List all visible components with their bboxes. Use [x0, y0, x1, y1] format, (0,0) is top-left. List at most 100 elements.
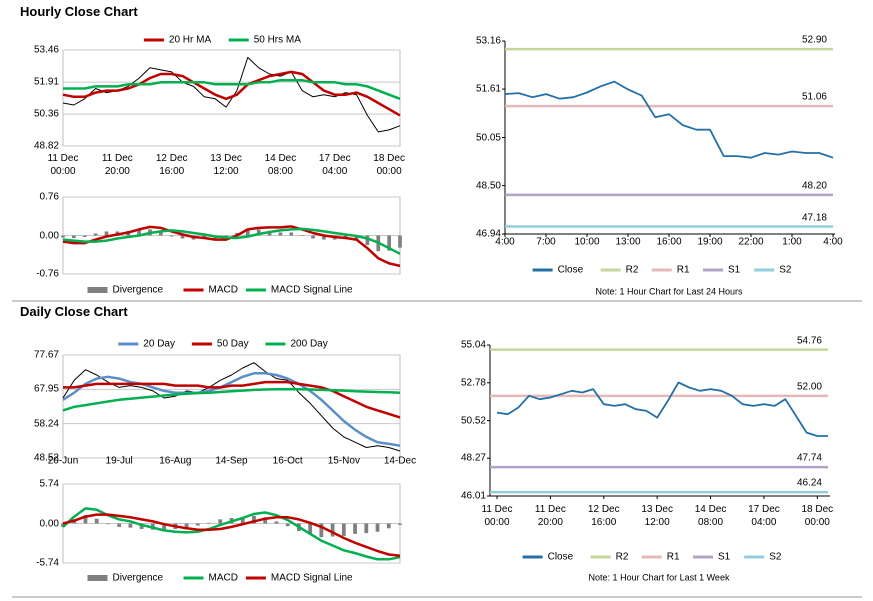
x-tick-label: 20-Jun: [47, 455, 79, 467]
y-tick-label: 50.52: [460, 415, 486, 427]
legend-label: 50 Day: [216, 338, 249, 350]
x-tick-label: 16-Aug: [159, 455, 192, 467]
bar: [162, 523, 167, 530]
x-tick-label: 19-Jul: [105, 455, 133, 467]
x-tick-label: 19:00: [697, 236, 723, 248]
y-tick-label: 51.61: [475, 83, 501, 95]
legend-label: R2: [615, 551, 629, 563]
legend-label: MACD Signal Line: [270, 284, 353, 296]
y-tick-label: 55.04: [460, 339, 486, 351]
series-line: [496, 381, 828, 437]
x-tick-label: 12 Dec 16:00: [155, 153, 188, 177]
series-line: [63, 78, 401, 100]
bar: [207, 522, 211, 524]
legend-label: S2: [779, 264, 792, 276]
bar: [195, 523, 200, 526]
legend-label: 50 Hrs MA: [253, 34, 301, 46]
level-label: 52.00: [796, 381, 822, 393]
x-tick-label: 11 Dec 00:00: [481, 504, 513, 528]
bar: [93, 233, 98, 236]
x-tick-label: 12 Dec 16:00: [587, 504, 620, 528]
x-tick-label: 16:00: [656, 236, 682, 248]
bar: [322, 235, 326, 240]
legend-label: 20 Hr MA: [168, 34, 212, 46]
bar: [353, 523, 357, 534]
legend-label: Divergence: [112, 284, 164, 296]
y-tick-label: 58.24: [33, 418, 59, 430]
x-tick-label: 4:00: [495, 236, 515, 248]
y-tick-label: 48.27: [460, 452, 486, 464]
bar: [319, 523, 324, 538]
bar: [117, 523, 122, 527]
x-tick-label: 11 Dec 20:00: [101, 153, 133, 177]
bar: [137, 229, 141, 236]
x-tick-label: 13 Dec 12:00: [641, 504, 673, 528]
bar: [252, 515, 256, 524]
legend-label: R1: [676, 264, 690, 276]
bar: [274, 521, 279, 524]
bar: [82, 235, 87, 238]
bar: [386, 523, 391, 529]
bar: [263, 517, 268, 524]
bar: [169, 235, 174, 237]
series-line: [62, 362, 401, 452]
bar: [184, 523, 189, 528]
bar: [278, 232, 283, 236]
bar: [83, 515, 88, 524]
bar: [94, 518, 99, 524]
plot-frame: [62, 354, 401, 459]
legend-label: S2: [769, 551, 782, 563]
bar: [158, 231, 163, 236]
x-tick-label: 15-Nov: [327, 455, 360, 467]
legend-label: Divergence: [112, 572, 164, 584]
y-tick-label: 51.91: [33, 76, 59, 88]
note: Note: 1 Hour Chart for Last 24 Hours: [595, 286, 743, 297]
legend-label: S1: [718, 551, 731, 563]
series-line: [62, 227, 401, 255]
x-tick-label: 4:00: [823, 236, 843, 248]
y-tick-label: 48.52: [33, 452, 59, 464]
bar: [240, 517, 245, 524]
x-tick-label: 11 Dec 20:00: [534, 504, 566, 528]
y-tick-label: 48.50: [475, 180, 501, 192]
bar: [61, 235, 65, 238]
x-tick-label: 17 Dec 04:00: [748, 504, 780, 528]
level-label: 51.06: [801, 91, 827, 103]
x-tick-label: 1:00: [782, 236, 802, 248]
series-line: [62, 513, 401, 558]
series-line: [63, 380, 401, 419]
legend-label: MACD: [208, 572, 238, 584]
x-tick-label: 14-Dec: [383, 455, 417, 467]
level-label: 46.24: [796, 477, 822, 489]
bar: [256, 229, 261, 236]
bar: [218, 519, 223, 524]
series-line: [62, 70, 401, 117]
bar: [308, 523, 313, 535]
y-tick-label: 48.82: [33, 140, 59, 152]
level-label: 52.90: [801, 34, 827, 46]
x-tick-label: 7:00: [536, 236, 556, 248]
x-tick-label: 10:00: [574, 236, 600, 248]
legend-label: S1: [728, 264, 741, 276]
bar: [128, 523, 133, 528]
y-tick-label: 0.00: [39, 230, 59, 241]
series-line: [504, 80, 834, 159]
bar: [285, 523, 290, 527]
y-tick-label: 50.36: [33, 108, 59, 120]
bar: [375, 523, 380, 532]
y-tick-label: 46.01: [460, 490, 486, 502]
y-tick-label: 53.16: [475, 35, 501, 47]
bar: [300, 235, 305, 237]
y-tick-label: 53.46: [33, 44, 59, 56]
legend-label: MACD Signal Line: [270, 572, 353, 584]
x-tick-label: 11 Dec 00:00: [47, 153, 79, 177]
y-tick-label: 0.76: [39, 191, 59, 203]
x-tick-label: 22:00: [738, 236, 764, 248]
bar: [106, 523, 110, 525]
level-label: 47.74: [796, 452, 822, 464]
legend-label: R2: [625, 264, 639, 276]
y-tick-label: 77.67: [33, 349, 59, 361]
x-tick-label: 13 Dec 12:00: [210, 153, 242, 177]
y-tick-label: 52.78: [460, 377, 486, 389]
